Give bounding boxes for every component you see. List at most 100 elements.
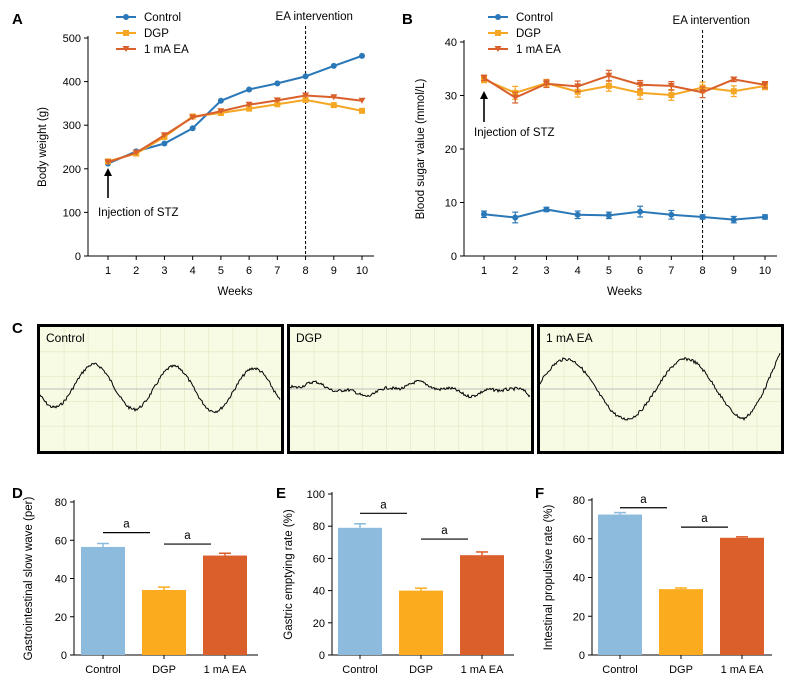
y-tick-label: 0 <box>579 650 585 662</box>
bar-control <box>598 514 642 655</box>
significance-label: a <box>123 519 130 531</box>
data-point-control <box>302 73 309 80</box>
y-tick-label: 30 <box>445 91 457 103</box>
data-point-ea <box>330 94 338 101</box>
significance-label: a <box>184 530 191 542</box>
significance-label: a <box>380 499 387 511</box>
legend-marker <box>123 14 129 20</box>
significance-label: a <box>640 494 647 506</box>
x-tick-label: 5 <box>606 265 612 277</box>
x-tick-label: Control <box>85 664 120 676</box>
x-axis-title: Weeks <box>218 286 253 298</box>
chart-body-weight: 0 100 200 300 400 500 1 2 3 4 5 6 7 8 9 10 Weeks Body wei… <box>37 11 374 298</box>
x-tick-label: 7 <box>668 265 674 277</box>
data-point-dgp <box>359 107 365 114</box>
data-point-ea <box>160 132 168 139</box>
x-tick-label: 1 <box>105 265 111 277</box>
y-tick-label: 0 <box>319 650 325 662</box>
x-tick-label: 1 mA EA <box>721 664 764 676</box>
y-axis-title: Gastric emptying rate (%) <box>283 509 295 640</box>
injection-label: Injection of STZ <box>98 207 179 219</box>
injection-arrow-icon <box>480 91 488 99</box>
x-tick-label: 6 <box>637 265 643 277</box>
y-tick-label: 20 <box>55 612 67 624</box>
data-point-ea <box>245 101 253 108</box>
y-tick-label: 60 <box>313 553 325 565</box>
data-point-control <box>189 125 196 132</box>
y-tick-label: 40 <box>313 586 325 598</box>
data-point-ea <box>358 97 366 104</box>
data-point-ea <box>542 80 550 87</box>
data-point-control <box>543 206 550 213</box>
data-point-ea <box>761 81 769 88</box>
series-line-control <box>107 54 363 165</box>
chart-gastric-emptying: 0 20 40 60 80 100 Gastric emptying rate (%) Con… <box>283 489 514 676</box>
x-tick-label: 2 <box>512 265 518 277</box>
x-tick-label: 2 <box>133 265 139 277</box>
y-tick-label: 0 <box>451 251 457 263</box>
data-point-ea <box>699 89 707 96</box>
series-line-dgp <box>107 98 363 163</box>
bar-ea <box>720 537 764 655</box>
data-point-control <box>330 62 337 69</box>
y-tick-label: 200 <box>63 164 81 176</box>
slow-wave-traces: Control DGP 1 mA EA <box>37 324 784 454</box>
legend-marker <box>494 46 502 52</box>
data-point-ea <box>189 114 197 121</box>
x-tick-label: 8 <box>302 265 308 277</box>
y-axis-title: Gastrointestinal slow wave (per) <box>23 497 35 661</box>
x-tick-label: 7 <box>274 265 280 277</box>
y-tick-label: 100 <box>307 489 325 501</box>
data-point-control <box>762 213 768 220</box>
legend-marker <box>495 14 501 20</box>
data-point-dgp <box>274 101 281 108</box>
y-tick-label: 80 <box>55 497 67 509</box>
y-tick-label: 400 <box>63 77 81 89</box>
data-point-control <box>481 211 487 218</box>
series-line-control <box>483 208 766 221</box>
legend-label: 1 mA EA <box>144 44 189 56</box>
x-tick-label: 9 <box>331 265 337 277</box>
data-point-control <box>637 208 644 215</box>
y-tick-label: 100 <box>63 207 81 219</box>
x-tick-label: 4 <box>575 265 581 277</box>
legend-marker <box>495 30 501 36</box>
data-point-dgp <box>730 88 737 95</box>
panel-letter-f: F <box>535 485 544 502</box>
data-point-ea <box>217 108 225 115</box>
data-point-ea <box>605 72 613 79</box>
data-point-control <box>605 212 612 219</box>
x-tick-label: 5 <box>218 265 224 277</box>
x-tick-label: 3 <box>543 265 549 277</box>
data-point-control <box>217 97 224 104</box>
panel-letter-a: A <box>12 11 23 28</box>
y-tick-label: 60 <box>55 535 67 547</box>
y-axis-title: Blood sugar value (mmol/L) <box>415 79 427 220</box>
series-line-ea <box>483 74 766 99</box>
data-point-ea <box>302 92 310 99</box>
y-tick-label: 80 <box>573 495 585 507</box>
y-tick-label: 500 <box>63 33 81 45</box>
chart-blood-sugar: 0 10 20 30 40 1 2 3 4 5 6 7 8 9 10 Weeks Blood sugar val… <box>415 12 777 298</box>
legend-label: Control <box>144 12 181 24</box>
data-point-ea <box>636 81 644 88</box>
x-tick-label: 1 <box>481 265 487 277</box>
bar-control <box>338 527 382 655</box>
data-point-dgp <box>330 102 337 109</box>
x-tick-label: 6 <box>246 265 252 277</box>
data-point-ea <box>511 94 519 101</box>
data-point-ea <box>574 83 582 90</box>
trace-label-dgp: DGP <box>296 331 322 345</box>
trace-label-control: Control <box>46 331 85 345</box>
legend-label: 1 mA EA <box>516 44 561 56</box>
x-tick-label: 4 <box>190 265 196 277</box>
data-point-control <box>574 211 581 218</box>
data-point-dgp <box>668 91 675 98</box>
trace-label-ea: 1 mA EA <box>546 331 593 345</box>
x-tick-label: DGP <box>409 664 433 676</box>
x-tick-label: DGP <box>152 664 176 676</box>
panel-letter-d: D <box>12 485 23 502</box>
trace-line-ea <box>539 353 781 422</box>
y-tick-label: 40 <box>445 37 457 49</box>
